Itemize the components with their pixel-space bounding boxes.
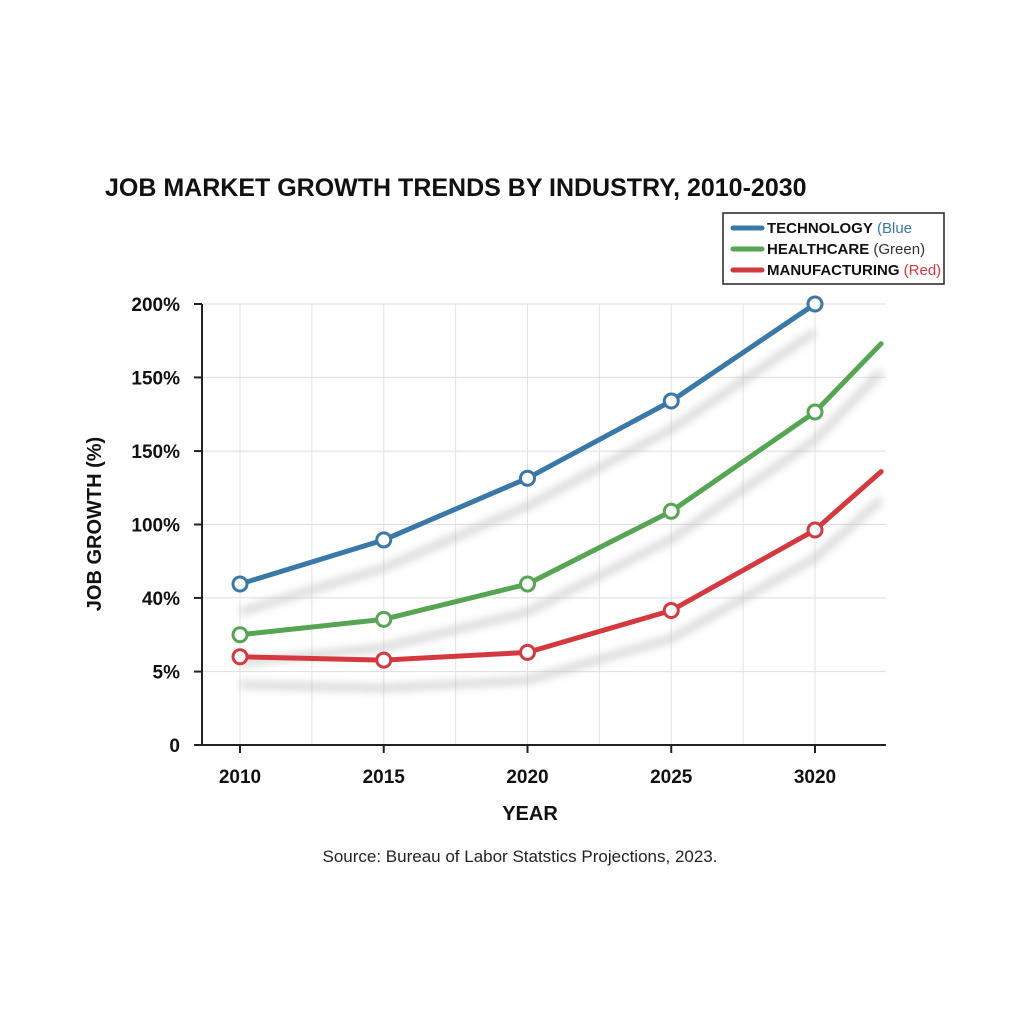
series-shadows xyxy=(238,328,884,693)
series-shadow xyxy=(239,368,884,667)
series-line xyxy=(237,341,884,638)
grid xyxy=(202,303,886,745)
legend-entry: TECHNOLOGY (Blue xyxy=(767,220,912,237)
legend-color-note: (Blue xyxy=(873,220,912,237)
y-tick-label: 200% xyxy=(131,295,180,316)
series-shadow xyxy=(239,496,884,693)
y-tick-label: 100% xyxy=(131,516,180,537)
data-point xyxy=(375,651,393,669)
legend-label: TECHNOLOGY xyxy=(767,220,873,237)
chart-title: JOB MARKET GROWTH TRENDS BY INDUSTRY, 20… xyxy=(105,174,807,202)
data-point xyxy=(806,403,824,421)
x-tick-label: 2025 xyxy=(650,767,693,788)
data-point xyxy=(662,392,680,410)
legend-color-note: (Green) xyxy=(869,241,925,258)
legend-color-note: (Red) xyxy=(900,262,942,279)
data-point xyxy=(806,295,824,313)
series-healthcare xyxy=(231,341,884,644)
y-ticks: 0 5% 40% 100% 150% 150% 200% xyxy=(131,295,202,757)
legend-entry: HEALTHCARE (Green) xyxy=(767,241,925,258)
series-technology xyxy=(231,295,824,593)
data-point xyxy=(519,469,536,487)
series-line xyxy=(237,469,884,663)
source-note: Source: Bureau of Labor Statstics Projec… xyxy=(322,847,717,866)
data-point xyxy=(662,502,680,520)
x-tick-label: 3020 xyxy=(794,767,836,788)
data-point xyxy=(519,575,536,593)
series-manufacturing xyxy=(231,469,884,669)
x-tick-label: 2015 xyxy=(363,767,406,788)
series-lines xyxy=(231,295,884,669)
legend-label: HEALTHCARE xyxy=(767,241,869,258)
legend-entry: MANUFACTURING (Red) xyxy=(767,262,941,279)
data-point xyxy=(231,575,249,593)
data-point xyxy=(662,601,680,619)
x-tick-label: 2010 xyxy=(219,767,261,788)
y-tick-label: 150% xyxy=(131,442,180,463)
x-tick-label: 2020 xyxy=(506,767,548,788)
series-shadow xyxy=(238,328,818,616)
y-tick-label: 5% xyxy=(153,663,181,684)
data-point xyxy=(519,643,536,661)
data-point xyxy=(231,626,249,644)
data-point xyxy=(375,610,393,628)
data-point xyxy=(806,521,824,539)
x-axis-title: YEAR xyxy=(502,803,558,825)
x-ticks: 2010 2015 2020 2025 3020 xyxy=(219,745,836,788)
data-point xyxy=(231,648,249,666)
y-tick-label: 40% xyxy=(142,589,180,610)
y-tick-label: 0 xyxy=(169,736,180,757)
legend-label: MANUFACTURING xyxy=(767,262,900,279)
data-point xyxy=(375,531,393,549)
y-axis-title: JOB GROWTH (%) xyxy=(84,437,106,611)
y-tick-label: 150% xyxy=(131,368,180,389)
